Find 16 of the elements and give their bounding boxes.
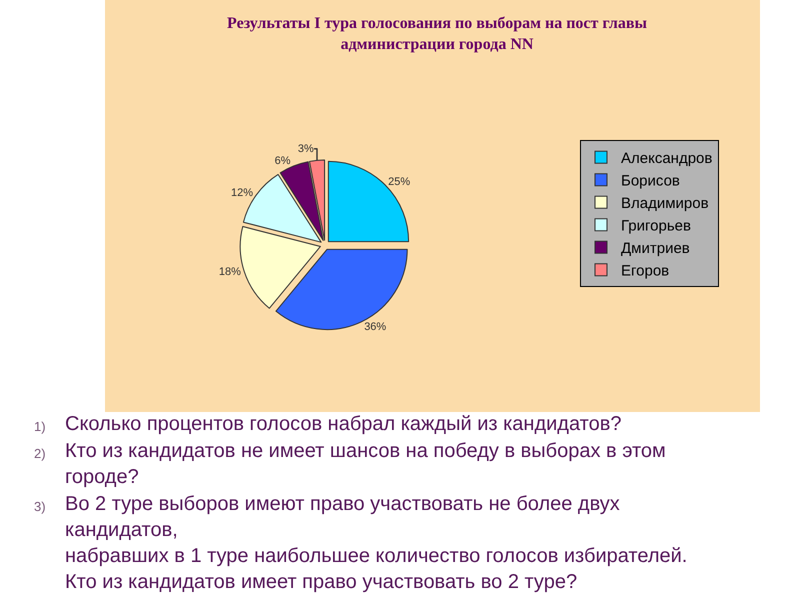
- legend-label: Александров: [621, 150, 712, 168]
- text: 2) Кто из кандидатов не имеет шансов на победу в выборах в этом городе?: [34, 440, 666, 488]
- data-label: 3%: [298, 142, 314, 155]
- text: 3) Во 2 туре выборов имеют право участвовать не более двух кандидатов, набравших в 1 туре наибольшее количество голосов избирателей. Кто из кандидатов имеет право участвовать во 2 туре?: [34, 493, 688, 593]
- legend-label: Григорьев: [621, 218, 691, 235]
- legend-label: Владимиров: [621, 195, 709, 212]
- legend-label: Борисов: [621, 172, 680, 190]
- data-label: 36%: [364, 320, 386, 333]
- data-label: 25%: [388, 176, 410, 188]
- legend-label: Егоров: [621, 262, 670, 280]
- data-label: 6%: [274, 154, 291, 167]
- data-label: 18%: [218, 266, 242, 278]
- legend-label: Дмитриев: [621, 240, 690, 258]
- chart-title: Результаты I тура голосования по выборам на пост главы администрации города NN: [227, 15, 648, 53]
- data-label: 12%: [231, 186, 254, 199]
- text: 1) Сколько процентов голосов набрал каждый из кандидатов?: [34, 413, 622, 435]
